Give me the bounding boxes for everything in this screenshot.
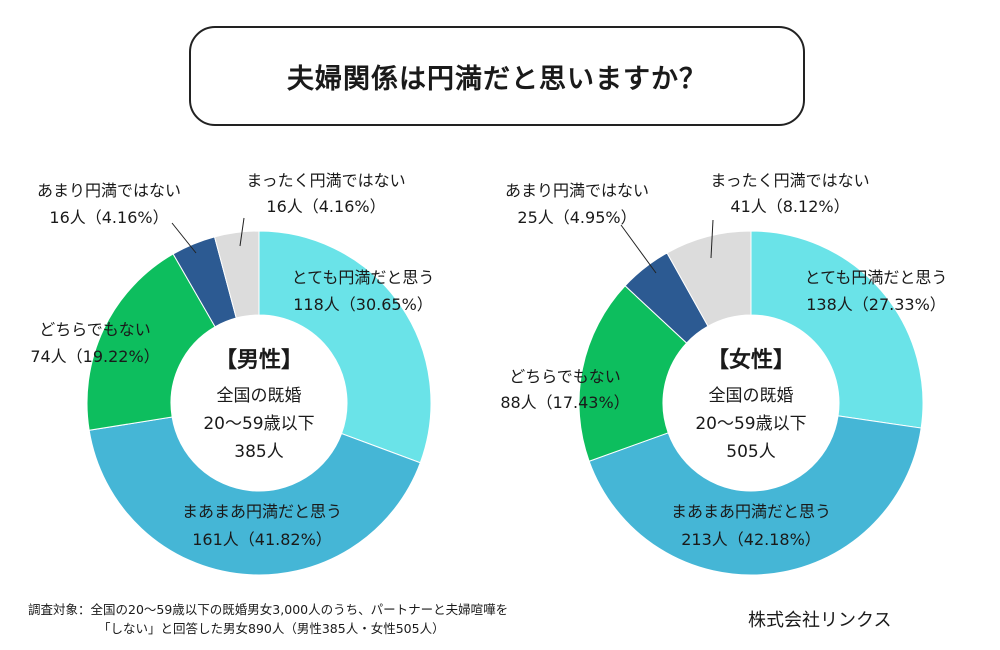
- slice-not-at-all-harmonious: [666, 230, 752, 327]
- slice-value-label: 16人（4.16%）: [49, 208, 168, 227]
- slice-neutral: [86, 253, 216, 431]
- slice-value-label: 138人（27.33%）: [806, 295, 946, 314]
- slice-label: どちらでもない: [509, 367, 621, 386]
- slice-neutral: [578, 285, 688, 462]
- slice-very-harmonious: [258, 230, 432, 464]
- footnote-line: 「しない」と回答した男女890人（男性385人・女性505人）: [98, 621, 445, 636]
- company-name: 株式会社リンクス: [748, 610, 892, 631]
- center-title: 【男性】: [215, 348, 303, 373]
- center-line: 全国の既婚: [217, 386, 302, 406]
- chart-female: とても円満だと思う 138人（27.33%） まあまあ円満だと思う 213人（4…: [500, 171, 948, 576]
- slice-label: まったく円満ではない: [710, 171, 869, 190]
- leader-line: [620, 224, 657, 274]
- leader-line: [710, 219, 714, 259]
- leader-line: [171, 222, 197, 254]
- footnote: 調査対象：全国の20〜59歳以下の既婚男女3,000人のうち、パートナーと夫婦喧…: [28, 600, 508, 638]
- slice-label: とても円満だと思う: [292, 268, 435, 287]
- slice-label: あまり円満ではない: [37, 181, 181, 200]
- center-title: 【女性】: [707, 347, 795, 373]
- slice-value-label: 118人（30.65%）: [293, 295, 433, 314]
- center-line: 20〜59歳以下: [203, 414, 314, 434]
- slice-value-label: 41人（8.12%）: [730, 197, 849, 216]
- slice-value-label: 74人（19.22%）: [30, 347, 159, 366]
- slice-value-label: 16人（4.16%）: [266, 197, 385, 216]
- slice-not-at-all-harmonious: [213, 230, 260, 319]
- slice-label: まあまあ円満だと思う: [671, 502, 831, 521]
- slice-value-label: 213人（42.18%）: [681, 530, 821, 549]
- slice-label: どちらでもない: [39, 320, 151, 339]
- center-line: 385人: [234, 442, 283, 462]
- slice-value-label: 161人（41.82%）: [192, 530, 332, 549]
- page-title: 夫婦関係は円満だと思いますか？: [287, 63, 707, 95]
- slice-fairly-harmonious: [88, 416, 421, 576]
- title-box: 夫婦関係は円満だと思いますか？: [189, 26, 805, 126]
- slice-label: あまり円満ではない: [505, 181, 649, 200]
- center-line: 20〜59歳以下: [695, 414, 806, 434]
- slice-fairly-harmonious: [588, 415, 922, 576]
- center-line: 全国の既婚: [709, 386, 794, 406]
- slice-label: まったく円満ではない: [246, 171, 405, 190]
- center-line: 505人: [726, 442, 775, 462]
- slice-value-label: 25人（4.95%）: [517, 208, 636, 227]
- chart-male: とても円満だと思う 118人（30.65%） まあまあ円満だと思う 161人（4…: [30, 171, 435, 576]
- slice-label: まあまあ円満だと思う: [182, 502, 342, 521]
- slice-label: とても円満だと思う: [805, 268, 948, 287]
- slice-very-harmonious: [750, 230, 924, 429]
- leader-line: [239, 217, 245, 247]
- footnote-line: 調査対象：全国の20〜59歳以下の既婚男女3,000人のうち、パートナーと夫婦喧…: [28, 602, 509, 617]
- slice-value-label: 88人（17.43%）: [500, 393, 629, 412]
